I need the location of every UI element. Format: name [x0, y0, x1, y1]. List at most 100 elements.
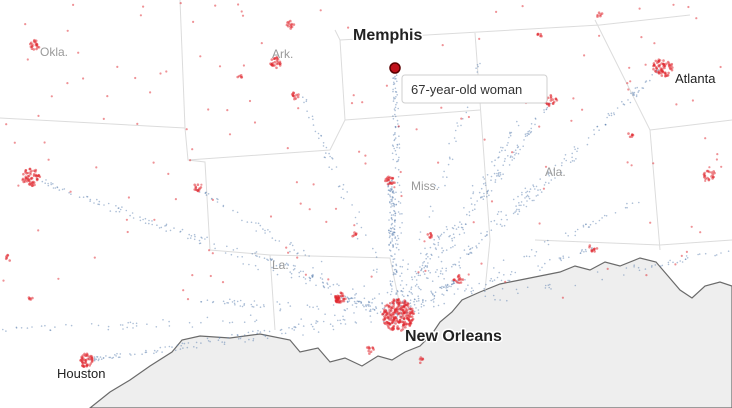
streak-dot [500, 178, 503, 180]
streak-dot [413, 310, 416, 313]
streak-dot [438, 238, 441, 240]
streak-dot [394, 273, 397, 275]
case-dot [659, 67, 663, 70]
case-dot [660, 69, 664, 72]
case-dot [627, 132, 630, 135]
gulf [89, 257, 732, 408]
streak-dot [181, 342, 184, 345]
streak-dot [523, 255, 525, 258]
streak-dot [605, 215, 608, 217]
case-dot [198, 188, 201, 191]
streak-dot [477, 65, 479, 68]
case-dot [391, 315, 394, 319]
case-dot [668, 67, 672, 70]
streak-dot [512, 212, 515, 215]
streak-dot [644, 81, 647, 83]
streak-dot [354, 297, 356, 299]
streak-dot [376, 268, 378, 271]
highlight-dot[interactable] [389, 62, 401, 74]
streak-dot [397, 237, 400, 240]
case-dot [273, 60, 277, 64]
case-dot [287, 22, 291, 26]
streak-dot [523, 204, 525, 206]
streak-dot [423, 266, 426, 269]
streak-dot [346, 300, 349, 303]
streak-dot [439, 286, 441, 289]
streak-dot [231, 321, 234, 324]
border [344, 109, 481, 121]
streak-dot [338, 284, 340, 287]
streak-dot [534, 117, 537, 120]
border [184, 127, 276, 331]
case-dot [17, 184, 20, 187]
streak-dot [146, 323, 148, 326]
streak-dot [544, 181, 547, 184]
streak-dot [657, 69, 660, 71]
streak-dot [316, 305, 318, 308]
streak-dot [89, 200, 91, 202]
streak-dot [337, 319, 339, 322]
case-dot [598, 34, 601, 37]
case-dot [419, 356, 423, 359]
streak-dot [232, 209, 234, 212]
streak-dot [392, 90, 394, 93]
case-dot [77, 51, 80, 54]
streak-dot [289, 243, 291, 245]
streak-dot [145, 351, 148, 354]
streak-dot [207, 340, 210, 342]
case-dot [583, 54, 586, 57]
streak-dot [669, 259, 671, 262]
streak-dot [421, 264, 424, 267]
case-dot [192, 20, 195, 23]
streak-dot [420, 269, 422, 272]
streak-dot [441, 247, 443, 249]
case-dot [706, 176, 709, 180]
streak-dot [231, 333, 233, 336]
case-dot [490, 200, 494, 203]
streak-dot [291, 244, 294, 247]
streak-dot [168, 325, 171, 327]
streak-dot [306, 110, 308, 112]
case-dot [644, 63, 647, 66]
case-dot [340, 299, 344, 303]
streak-dot [576, 150, 578, 153]
streak-dot [498, 175, 501, 177]
streak-dot [378, 293, 381, 295]
streak-dot [520, 204, 522, 207]
streak-dot [289, 271, 292, 273]
streak-dot [435, 248, 438, 251]
streak-dot [393, 96, 395, 99]
case-dot [663, 64, 667, 67]
streak-dot [390, 214, 393, 216]
streak-dot [441, 251, 443, 254]
case-dot [37, 114, 40, 117]
streak-dot [396, 144, 399, 146]
streak-dot [500, 279, 503, 282]
streak-dot [222, 320, 224, 322]
case-dot [408, 323, 412, 326]
streak-dot [312, 124, 315, 126]
case-dot [338, 294, 341, 298]
streak-dot [405, 284, 408, 286]
streak-dot [433, 295, 436, 297]
streak-dot [633, 94, 635, 96]
streak-dot [293, 249, 296, 251]
streak-dot [241, 255, 243, 258]
streak-dot [398, 184, 401, 187]
case-dot [654, 69, 657, 73]
streak-dot [158, 227, 161, 229]
streak-dot [635, 95, 638, 98]
case-dot [240, 76, 243, 79]
streak-dot [241, 305, 244, 308]
streak-dot [200, 342, 202, 344]
case-dot [483, 138, 486, 141]
streak-dot [577, 147, 579, 150]
streak-dot [279, 309, 281, 312]
streak-dot [302, 334, 304, 336]
streak-dot [625, 267, 628, 269]
streak-dot [393, 220, 396, 222]
streak-dot [276, 273, 279, 276]
streak-dot [392, 258, 395, 261]
streak-dot [516, 144, 519, 147]
streak-dot [399, 265, 402, 268]
